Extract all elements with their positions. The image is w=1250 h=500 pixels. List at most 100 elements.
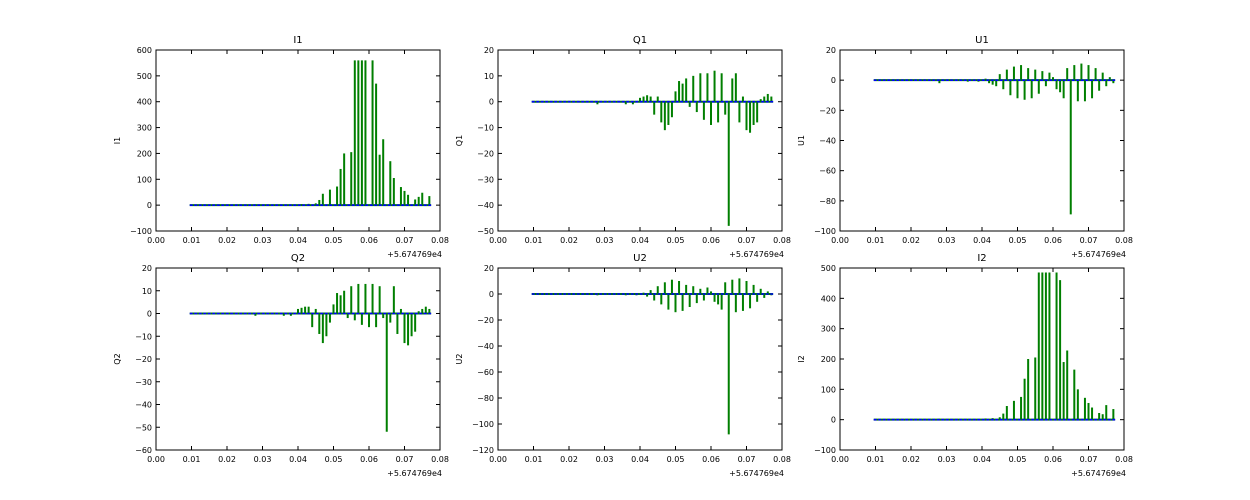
- y-tick-label: −40: [477, 201, 494, 210]
- subplot-title: Q1: [633, 35, 647, 46]
- x-tick-label: 0.06: [702, 455, 720, 464]
- x-tick-label: 0.02: [560, 236, 578, 245]
- x-tick-label: 0.06: [360, 236, 378, 245]
- y-tick-label: 0: [489, 98, 494, 107]
- y-tick-label: −80: [477, 394, 494, 403]
- y-axis-label: Q1: [455, 135, 464, 146]
- y-tick-label: 20: [826, 46, 836, 55]
- x-tick-label: 0.07: [396, 455, 414, 464]
- y-tick-label: 20: [484, 264, 494, 273]
- x-tick-label: 0.06: [360, 455, 378, 464]
- subplot-u2: 0.00 0.01 0.02 0.03 0.04 0.05 0.06 0.07 0.08 −120…: [455, 253, 791, 478]
- y-tick-label: −40: [477, 342, 494, 351]
- x-tick-label: 0.03: [254, 236, 272, 245]
- y-tick-label: −50: [477, 227, 494, 236]
- x-tick-label: 0.02: [218, 236, 236, 245]
- subplot-title: I1: [293, 35, 302, 46]
- y-tick-label: 300: [137, 124, 152, 133]
- x-tick-label: 0.03: [596, 455, 614, 464]
- y-tick-label: −100: [130, 227, 152, 236]
- y-tick-label: −100: [814, 227, 836, 236]
- x-tick-label: 0.02: [902, 236, 920, 245]
- x-tick-label: 0.08: [773, 236, 791, 245]
- y-tick-label: −20: [819, 106, 836, 115]
- subplot-title: U1: [975, 35, 989, 46]
- x-tick-label: 0.05: [1009, 455, 1027, 464]
- x-tick-label: 0.01: [183, 236, 201, 245]
- x-tick-label: 0.03: [938, 455, 956, 464]
- x-tick-label: 0.06: [702, 236, 720, 245]
- x-tick-label: 0.04: [631, 455, 649, 464]
- x-offset-label: +5.674769e4: [1071, 469, 1126, 478]
- y-tick-label: −50: [135, 423, 152, 432]
- x-tick-label: 0.00: [147, 455, 165, 464]
- x-tick-label: 0.04: [631, 236, 649, 245]
- y-tick-label: −60: [477, 368, 494, 377]
- y-tick-label: −120: [472, 446, 494, 455]
- y-tick-label: 600: [137, 46, 152, 55]
- x-tick-label: 0.06: [1044, 455, 1062, 464]
- x-tick-label: 0.05: [325, 236, 343, 245]
- x-tick-label: 0.05: [667, 455, 685, 464]
- x-tick-label: 0.02: [218, 455, 236, 464]
- x-offset-label: +5.674769e4: [729, 469, 784, 478]
- y-tick-label: −20: [477, 149, 494, 158]
- x-tick-label: 0.07: [1080, 455, 1098, 464]
- y-tick-label: 20: [142, 264, 152, 273]
- x-tick-label: 0.01: [525, 236, 543, 245]
- subplot-i2: 0.00 0.01 0.02 0.03 0.04 0.05 0.06 0.07 0.08 −100…: [797, 253, 1133, 478]
- x-tick-label: 0.04: [973, 236, 991, 245]
- x-tick-label: 0.07: [738, 455, 756, 464]
- x-tick-label: 0.01: [867, 455, 885, 464]
- y-tick-label: −40: [135, 401, 152, 410]
- x-tick-label: 0.01: [183, 455, 201, 464]
- axes-frame: [497, 267, 783, 451]
- y-tick-label: 0: [147, 201, 152, 210]
- y-tick-label: −20: [135, 355, 152, 364]
- y-tick-label: −40: [819, 137, 836, 146]
- y-tick-label: −100: [472, 420, 494, 429]
- x-tick-label: 0.06: [1044, 236, 1062, 245]
- x-tick-label: 0.05: [325, 455, 343, 464]
- x-tick-label: 0.08: [1115, 236, 1133, 245]
- subplot-title: U2: [633, 253, 647, 264]
- y-tick-label: 0: [831, 416, 836, 425]
- axes-frame: [155, 267, 441, 451]
- x-tick-label: 0.08: [773, 455, 791, 464]
- x-tick-label: 0.07: [396, 236, 414, 245]
- y-tick-label: −20: [477, 316, 494, 325]
- x-tick-label: 0.02: [902, 455, 920, 464]
- x-offset-label: +5.674769e4: [387, 250, 442, 259]
- y-tick-label: 400: [821, 294, 836, 303]
- axes-frame: [497, 49, 783, 232]
- x-tick-label: 0.08: [1115, 455, 1133, 464]
- y-tick-label: 20: [484, 46, 494, 55]
- y-tick-label: −80: [819, 197, 836, 206]
- y-tick-label: 0: [831, 76, 836, 85]
- axes-frame: [155, 49, 441, 232]
- x-tick-label: 0.08: [431, 455, 449, 464]
- x-tick-label: 0.02: [560, 455, 578, 464]
- y-tick-label: 100: [137, 175, 152, 184]
- y-tick-label: 200: [137, 149, 152, 158]
- x-tick-label: 0.00: [831, 455, 849, 464]
- y-tick-label: 10: [484, 72, 494, 81]
- x-tick-label: 0.07: [1080, 236, 1098, 245]
- y-axis-label: Q2: [113, 353, 122, 364]
- subplot-q1: 0.00 0.01 0.02 0.03 0.04 0.05 0.06 0.07 0.08 −50 −…: [455, 35, 791, 259]
- x-tick-label: 0.00: [489, 236, 507, 245]
- y-tick-label: 200: [821, 355, 836, 364]
- x-tick-label: 0.04: [289, 236, 307, 245]
- y-tick-label: −30: [135, 378, 152, 387]
- x-offset-label: +5.674769e4: [729, 250, 784, 259]
- y-tick-label: 500: [821, 264, 836, 273]
- subplot-u1: 0.00 0.01 0.02 0.03 0.04 0.05 0.06 0.07 0.08 −100…: [797, 35, 1133, 259]
- x-tick-label: 0.05: [1009, 236, 1027, 245]
- x-tick-label: 0.08: [431, 236, 449, 245]
- y-tick-label: −30: [477, 175, 494, 184]
- subplot-i1: 0.00 0.01 0.02 0.03 0.04 0.05 0.06 0.07 0.08 −100…: [113, 35, 449, 259]
- y-tick-label: 100: [821, 385, 836, 394]
- x-tick-label: 0.01: [867, 236, 885, 245]
- x-tick-label: 0.00: [831, 236, 849, 245]
- y-axis-label: I2: [797, 355, 806, 362]
